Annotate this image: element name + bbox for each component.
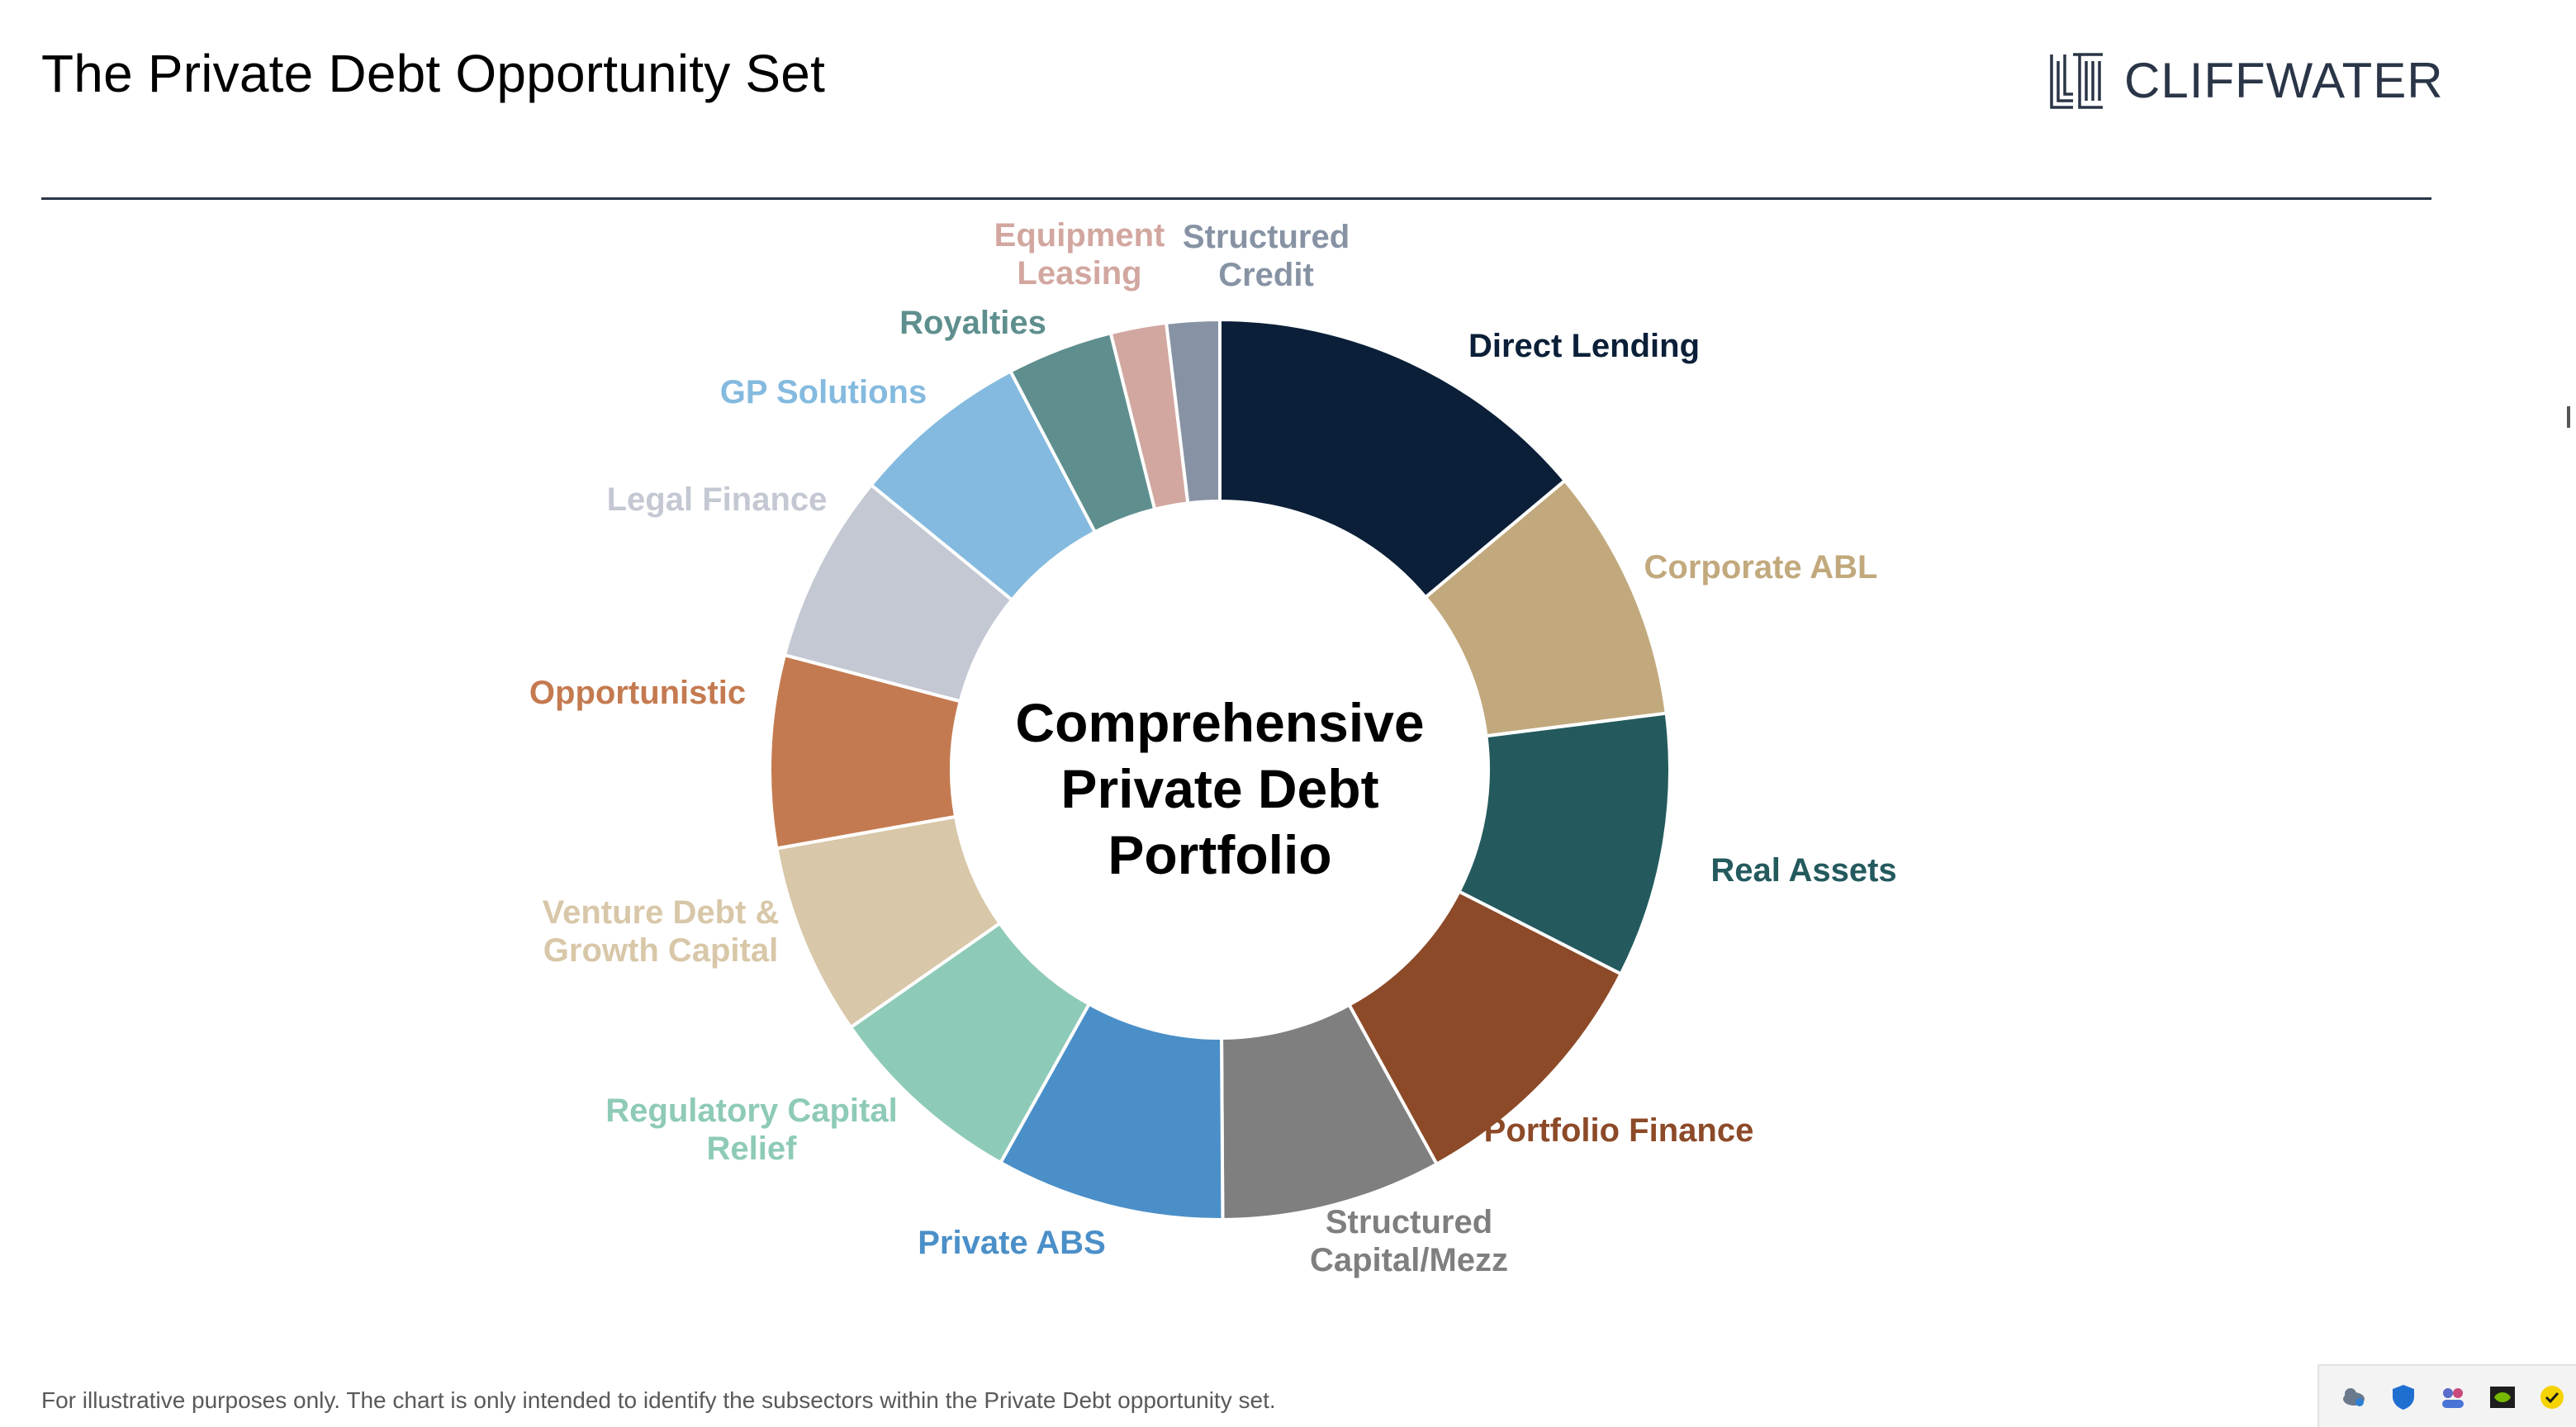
chart-center-label: Comprehensive Private Debt Portfolio	[1015, 692, 1424, 885]
segment-label-portfolio-finance: Portfolio Finance	[1484, 1112, 1754, 1149]
segment-label-legal-finance: Legal Finance	[607, 481, 828, 518]
header-divider	[41, 197, 2431, 200]
segment-label-royalties: Royalties	[899, 305, 1046, 341]
segment-label-corporate-abl: Corporate ABL	[1644, 549, 1878, 585]
norton-check-icon[interactable]	[2537, 1382, 2567, 1412]
segment-label-real-assets: Real Assets	[1710, 852, 1896, 889]
shield-icon[interactable]	[2389, 1382, 2418, 1412]
cloud-sync-icon[interactable]	[2339, 1382, 2369, 1412]
cliffwater-logo: CLIFFWATER	[2048, 50, 2444, 112]
segment-label-structured-capital-mezz: Structured Capital/Mezz	[1310, 1204, 1508, 1278]
segment-label-direct-lending: Direct Lending	[1468, 328, 1700, 364]
cliffwater-logo-icon	[2050, 53, 2103, 109]
segment-label-regulatory-capital-relief: Regulatory Capital Relief	[605, 1093, 897, 1167]
logo-wordmark: CLIFFWATER	[2124, 53, 2444, 108]
nvidia-icon[interactable]	[2488, 1382, 2517, 1412]
segment-labels: Direct Lending Corporate ABL Real Assets Po…	[529, 217, 1897, 1278]
footnote: For illustrative purposes only. The char…	[41, 1387, 1276, 1413]
scrollbar-marker[interactable]	[2567, 406, 2570, 428]
donut-slice-structured-credit	[1164, 317, 1222, 505]
donut-slices	[768, 317, 1672, 1222]
segment-label-gp-solutions: GP Solutions	[720, 374, 927, 410]
segment-label-private-abs: Private ABS	[918, 1225, 1106, 1261]
page-title: The Private Debt Opportunity Set	[41, 44, 826, 103]
segment-label-equipment-leasing: Equipment Leasing	[994, 217, 1165, 292]
people-icon[interactable]	[2438, 1382, 2468, 1412]
segment-label-venture-debt-growth-capital: Venture Debt & Growth Capital	[543, 894, 780, 969]
segment-label-structured-credit: Structured Credit	[1183, 219, 1350, 293]
segment-label-opportunistic: Opportunistic	[529, 675, 746, 711]
system-tray	[2317, 1364, 2576, 1427]
donut-slice-direct-lending	[1218, 317, 1568, 600]
